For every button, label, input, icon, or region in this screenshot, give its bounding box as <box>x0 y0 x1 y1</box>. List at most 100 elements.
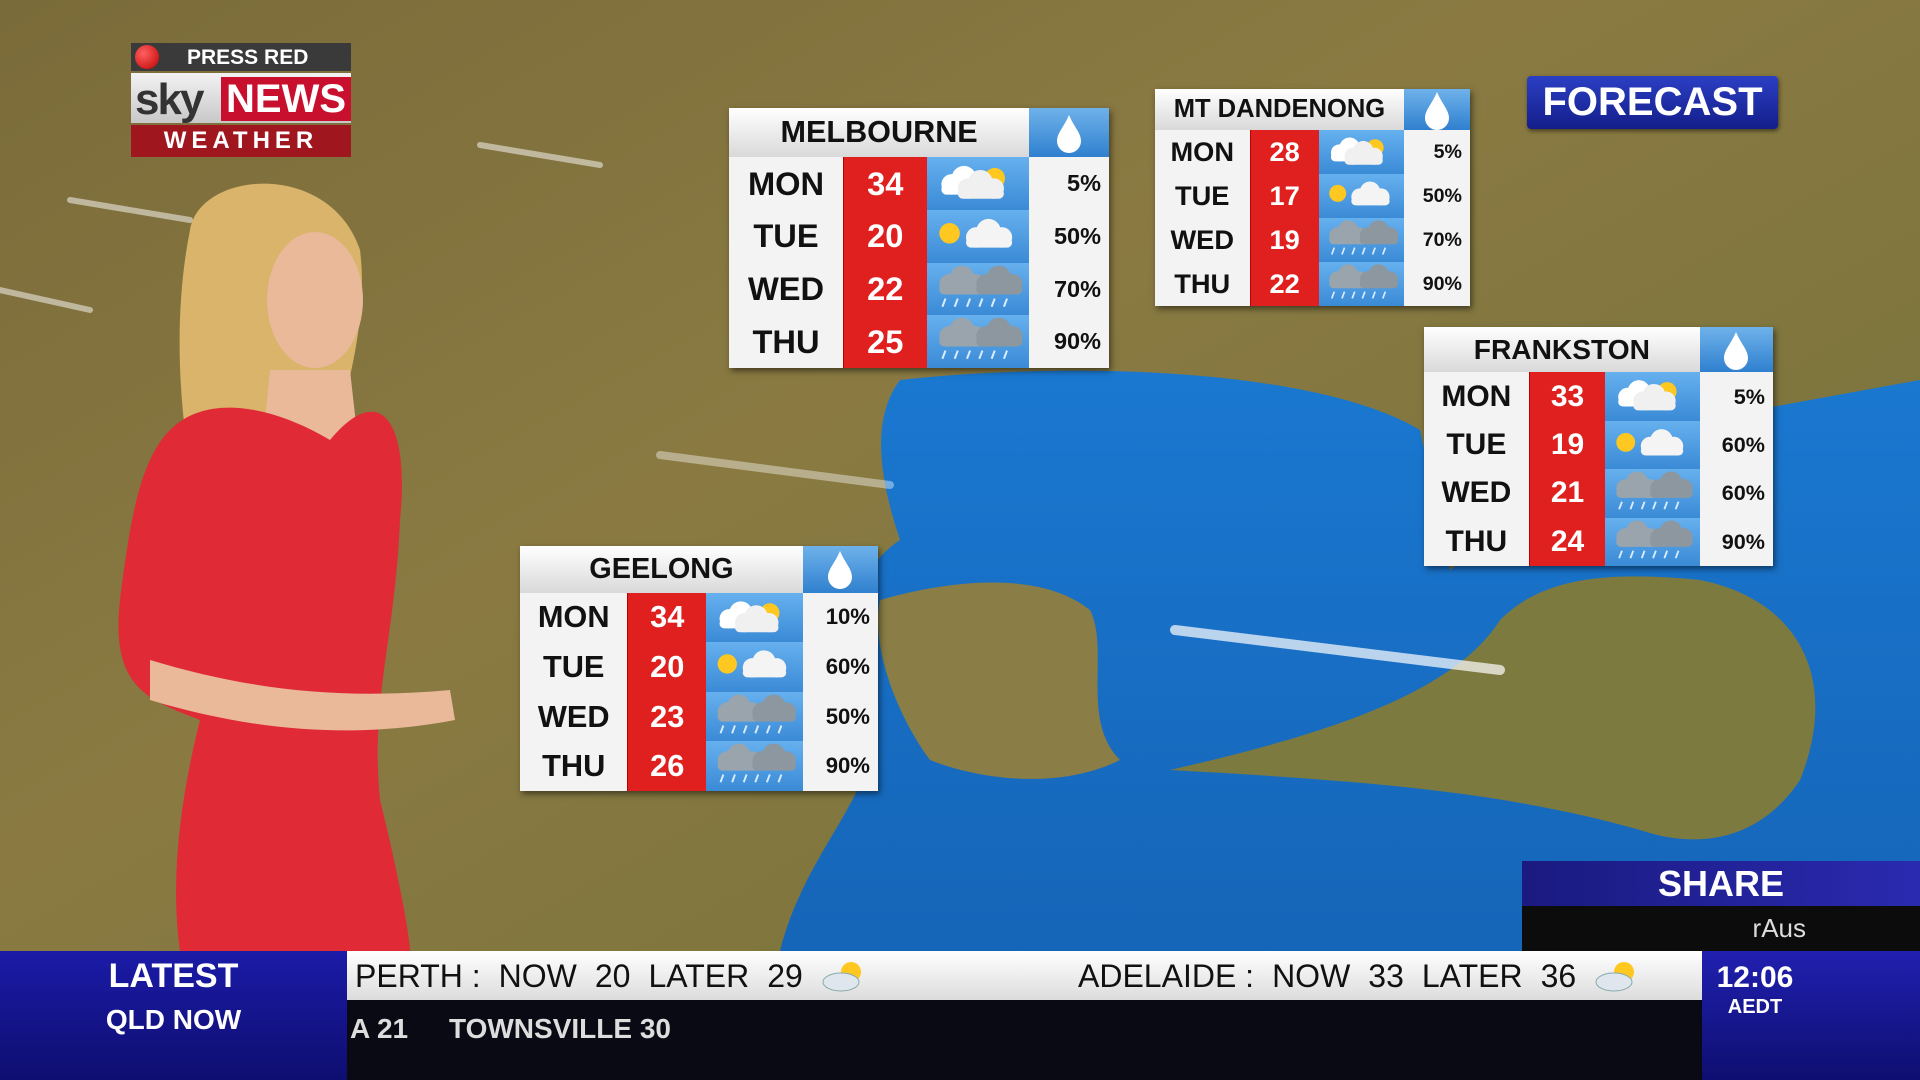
rain-drop <box>1361 291 1366 299</box>
rain-drop <box>1330 291 1335 299</box>
weather-cell <box>1318 218 1404 263</box>
rain-chance: 5% <box>1403 130 1470 175</box>
weather-cell <box>926 210 1030 263</box>
cloud-base <box>1359 235 1398 245</box>
city-name: MT DANDENONG <box>1155 89 1404 131</box>
latest-block <box>0 951 347 1080</box>
day-label: WED <box>729 262 843 316</box>
day-label: MON <box>729 157 843 211</box>
cloud-base <box>975 283 1023 295</box>
cloud-base <box>1351 196 1390 206</box>
weather-icon <box>938 265 1023 307</box>
rain-drop <box>742 774 748 783</box>
cloud <box>1595 972 1633 992</box>
rain-drop <box>754 774 760 783</box>
cloud-base <box>1616 537 1660 547</box>
weather-cell <box>706 642 803 692</box>
cloud-base <box>752 711 797 722</box>
rain-drop <box>1361 247 1366 255</box>
cloud-base <box>957 188 1004 200</box>
ticker-now-label: NOW <box>498 957 577 994</box>
weather-cell <box>1318 262 1404 306</box>
bellarine-peninsula <box>878 582 1120 779</box>
temperature: 22 <box>1249 262 1319 306</box>
cloud-base <box>1329 235 1368 245</box>
rain-drop <box>754 724 760 734</box>
rain-chance: 50% <box>1029 210 1109 263</box>
cloud-base <box>717 761 762 772</box>
day-label: MON <box>1155 130 1250 175</box>
rain-header <box>1403 89 1470 131</box>
temperature: 17 <box>1249 174 1319 219</box>
forecast-panel: MELBOURNE MON 34 5% TUE 20 50% WED 22 70% THU 25 90% <box>729 108 1109 368</box>
temperature: 26 <box>627 741 707 791</box>
day-label: MON <box>1424 372 1529 421</box>
rain-drop <box>977 350 983 360</box>
weather-icon <box>1329 264 1398 299</box>
rain-drop <box>1641 549 1646 559</box>
rain-drop <box>1340 291 1346 299</box>
weather-icon <box>1618 380 1678 411</box>
forecast-panel: FRANKSTON MON 33 5% TUE 19 60% WED 21 60% THU 24 90% <box>1424 327 1773 566</box>
rain-drop <box>719 724 725 734</box>
temperature: 23 <box>627 691 707 742</box>
weather-icon <box>938 318 1023 360</box>
cloud <box>822 972 860 992</box>
weather-cell <box>926 157 1030 211</box>
weather-icon <box>1330 137 1384 165</box>
drop-shape <box>828 551 853 590</box>
wind-streak <box>477 142 603 168</box>
rain-drop <box>1618 501 1624 510</box>
ticker-city: ADELAIDE : <box>1078 957 1255 994</box>
share-ticker: rAus <box>1752 913 1806 943</box>
day-label: THU <box>729 315 843 368</box>
rain-drop <box>953 350 959 360</box>
rain-drop <box>1002 350 1008 360</box>
day-label: TUE <box>1424 420 1529 470</box>
cloud-base <box>752 761 797 772</box>
clock-block <box>1702 951 1920 1080</box>
rain-drop <box>719 774 725 783</box>
rain-drop <box>777 774 783 783</box>
rain-drop <box>1351 247 1356 255</box>
rain-drop <box>777 724 783 734</box>
arms <box>150 660 455 731</box>
ticker-later-label: LATER <box>648 957 750 994</box>
face <box>267 232 363 368</box>
rain-drop <box>1675 549 1680 559</box>
ticker-now-label: NOW <box>1272 957 1351 994</box>
ticker-scroll-text: TOWNSVILLE 30 <box>449 1013 671 1044</box>
weather-cell <box>706 741 803 791</box>
clock-time: 12:06 <box>1716 961 1794 994</box>
city-name: MELBOURNE <box>729 108 1030 158</box>
cloud-base <box>735 622 779 632</box>
ticker-scroll-text: A 21 <box>350 1013 409 1044</box>
rain-drop <box>766 774 771 783</box>
city-name: FRANKSTON <box>1424 327 1700 373</box>
cloud-base <box>742 667 787 678</box>
rain-drop <box>742 724 748 734</box>
cloud-base <box>1329 279 1368 289</box>
weather-cell <box>706 691 803 742</box>
cloud-base <box>1344 156 1383 165</box>
ticker-weather-icon <box>1595 962 1635 992</box>
rain-drop <box>941 350 947 360</box>
weather-icon <box>940 166 1005 200</box>
cloud-base <box>938 336 986 347</box>
weather-cell <box>1605 372 1700 421</box>
temperature: 34 <box>843 157 927 211</box>
ticker-city: PERTH : <box>355 957 481 994</box>
cloud-base <box>1650 537 1694 547</box>
rain-drop <box>731 724 737 734</box>
temperature: 33 <box>1528 372 1606 421</box>
rain-chance: 70% <box>1403 218 1470 263</box>
weather-icon <box>1616 520 1694 559</box>
rain-drop <box>1618 549 1624 559</box>
sun <box>1616 432 1636 452</box>
sky-text: sky <box>135 75 204 124</box>
weather-cell <box>1605 469 1700 518</box>
rain-header <box>1029 108 1109 158</box>
cloud-base <box>938 283 986 295</box>
rain-chance: 90% <box>1403 262 1470 306</box>
